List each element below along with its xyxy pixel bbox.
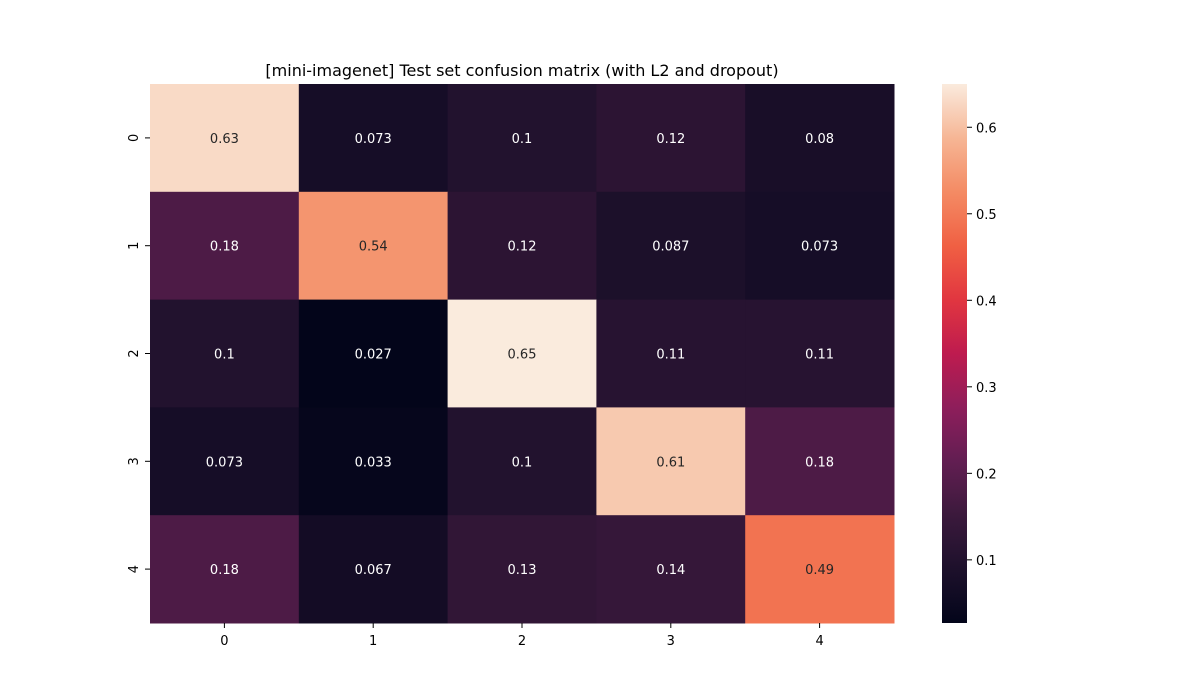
heatmap-cell — [596, 515, 746, 624]
heatmap-cell — [745, 407, 895, 516]
colorbar-tick-label: 0.2 — [976, 467, 997, 482]
y-tick-label: 4 — [127, 565, 142, 573]
cell-value-label: 0.18 — [805, 455, 834, 470]
chart-title: [mini-imagenet] Test set confusion matri… — [265, 61, 778, 80]
x-tick-label: 0 — [220, 634, 228, 649]
heatmap-cell — [596, 407, 746, 516]
x-tick-label: 3 — [667, 634, 675, 649]
cell-value-label: 0.033 — [355, 455, 392, 470]
cell-value-label: 0.08 — [805, 132, 834, 147]
y-tick-label: 0 — [127, 134, 142, 142]
x-tick-label: 4 — [815, 634, 823, 649]
x-axis-ticks: 0 1 2 3 4 — [220, 623, 824, 649]
y-tick-label: 2 — [127, 349, 142, 357]
colorbar: 0.1 0.2 0.3 0.4 0.5 0.6 — [942, 84, 997, 623]
cell-value-label: 0.18 — [210, 563, 239, 578]
heatmap-cell — [447, 515, 597, 624]
cell-value-label: 0.073 — [206, 455, 243, 470]
heatmap-cell — [298, 407, 449, 516]
cell-value-label: 0.14 — [656, 563, 685, 578]
heatmap-cell — [447, 191, 597, 301]
heatmap-cell — [298, 191, 449, 301]
heatmap-cell — [298, 299, 449, 408]
colorbar-tick-label: 0.3 — [976, 381, 997, 396]
cell-value-label: 0.54 — [359, 240, 388, 255]
heatmap-cell — [745, 84, 895, 193]
cell-value-label: 0.073 — [801, 240, 838, 255]
heatmap-cell — [596, 191, 746, 301]
heatmap-cell — [596, 299, 746, 408]
heatmap-cell — [150, 515, 300, 624]
colorbar-tick-label: 0.4 — [976, 294, 997, 309]
heatmap-cell — [745, 299, 895, 408]
cell-value-label: 0.49 — [805, 563, 834, 578]
cell-value-label: 0.65 — [508, 348, 537, 363]
heatmap-cell — [298, 515, 449, 624]
cell-value-label: 0.087 — [652, 240, 689, 255]
cell-value-label: 0.13 — [508, 563, 537, 578]
cell-value-label: 0.61 — [656, 455, 685, 470]
heatmap-cell — [150, 299, 300, 408]
cell-value-label: 0.11 — [805, 348, 834, 363]
heatmap-cells: 0.63 0.073 0.1 0.12 0.08 0.18 0.54 0.12 0.087 0.0… — [150, 84, 895, 624]
cell-value-label: 0.12 — [508, 240, 537, 255]
heatmap-cell — [447, 84, 597, 193]
cell-value-label: 0.63 — [210, 132, 239, 147]
cell-value-label: 0.1 — [512, 132, 533, 147]
y-axis-ticks: 0 1 2 3 4 — [127, 134, 150, 573]
cell-value-label: 0.18 — [210, 240, 239, 255]
cell-value-label: 0.027 — [355, 348, 392, 363]
cell-value-label: 0.067 — [355, 563, 392, 578]
heatmap-cell — [150, 407, 300, 516]
cell-value-label: 0.11 — [656, 348, 685, 363]
cell-value-label: 0.1 — [214, 348, 235, 363]
y-tick-label: 3 — [127, 457, 142, 465]
heatmap-cell — [298, 84, 449, 193]
heatmap-cell — [745, 515, 895, 624]
x-tick-label: 2 — [518, 634, 526, 649]
cell-value-label: 0.073 — [355, 132, 392, 147]
heatmap-cell — [447, 407, 597, 516]
colorbar-tick-label: 0.1 — [976, 554, 997, 569]
cell-value-label: 0.12 — [656, 132, 685, 147]
colorbar-tick-label: 0.6 — [976, 121, 997, 136]
cell-value-label: 0.1 — [512, 455, 533, 470]
heatmap-cell — [150, 84, 300, 193]
x-tick-label: 1 — [369, 634, 377, 649]
colorbar-tick-label: 0.5 — [976, 208, 997, 223]
heatmap-cell — [745, 191, 895, 301]
heatmap-cell — [150, 191, 300, 301]
heatmap-cell — [447, 299, 597, 408]
y-tick-label: 1 — [127, 242, 142, 250]
heatmap-cell — [596, 84, 746, 193]
colorbar-gradient — [942, 84, 967, 623]
